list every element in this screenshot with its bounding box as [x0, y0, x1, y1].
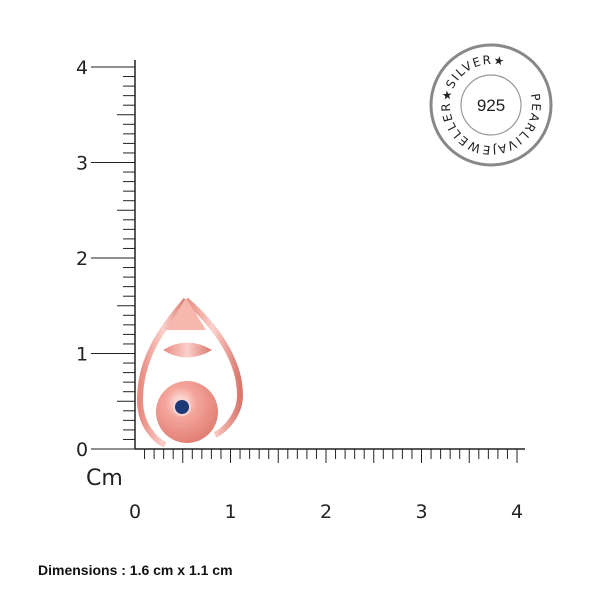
dimensions-text: Dimensions : 1.6 cm x 1.1 cm	[38, 562, 233, 578]
x-tick-label: 1	[224, 501, 236, 523]
ruler-labels: 0 1 2 3 4 0 1 2 3 4	[76, 57, 523, 523]
unit-label: Cm	[86, 466, 123, 491]
silver-925-seal: PEARLIVAJEWELLER★SILVER★ 925	[428, 42, 554, 168]
product-earring	[136, 297, 244, 448]
y-tick-label: 2	[76, 248, 88, 270]
y-tick-label: 4	[76, 57, 88, 79]
x-tick-label: 4	[511, 501, 523, 523]
x-tick-label: 2	[320, 501, 332, 523]
ruler-ticks	[91, 60, 525, 463]
y-tick-label: 0	[76, 439, 88, 461]
y-tick-label: 1	[76, 344, 88, 366]
x-tick-label: 0	[129, 501, 141, 523]
seal-center-text: 925	[477, 96, 505, 115]
y-tick-label: 3	[76, 153, 88, 175]
x-tick-label: 3	[415, 501, 427, 523]
